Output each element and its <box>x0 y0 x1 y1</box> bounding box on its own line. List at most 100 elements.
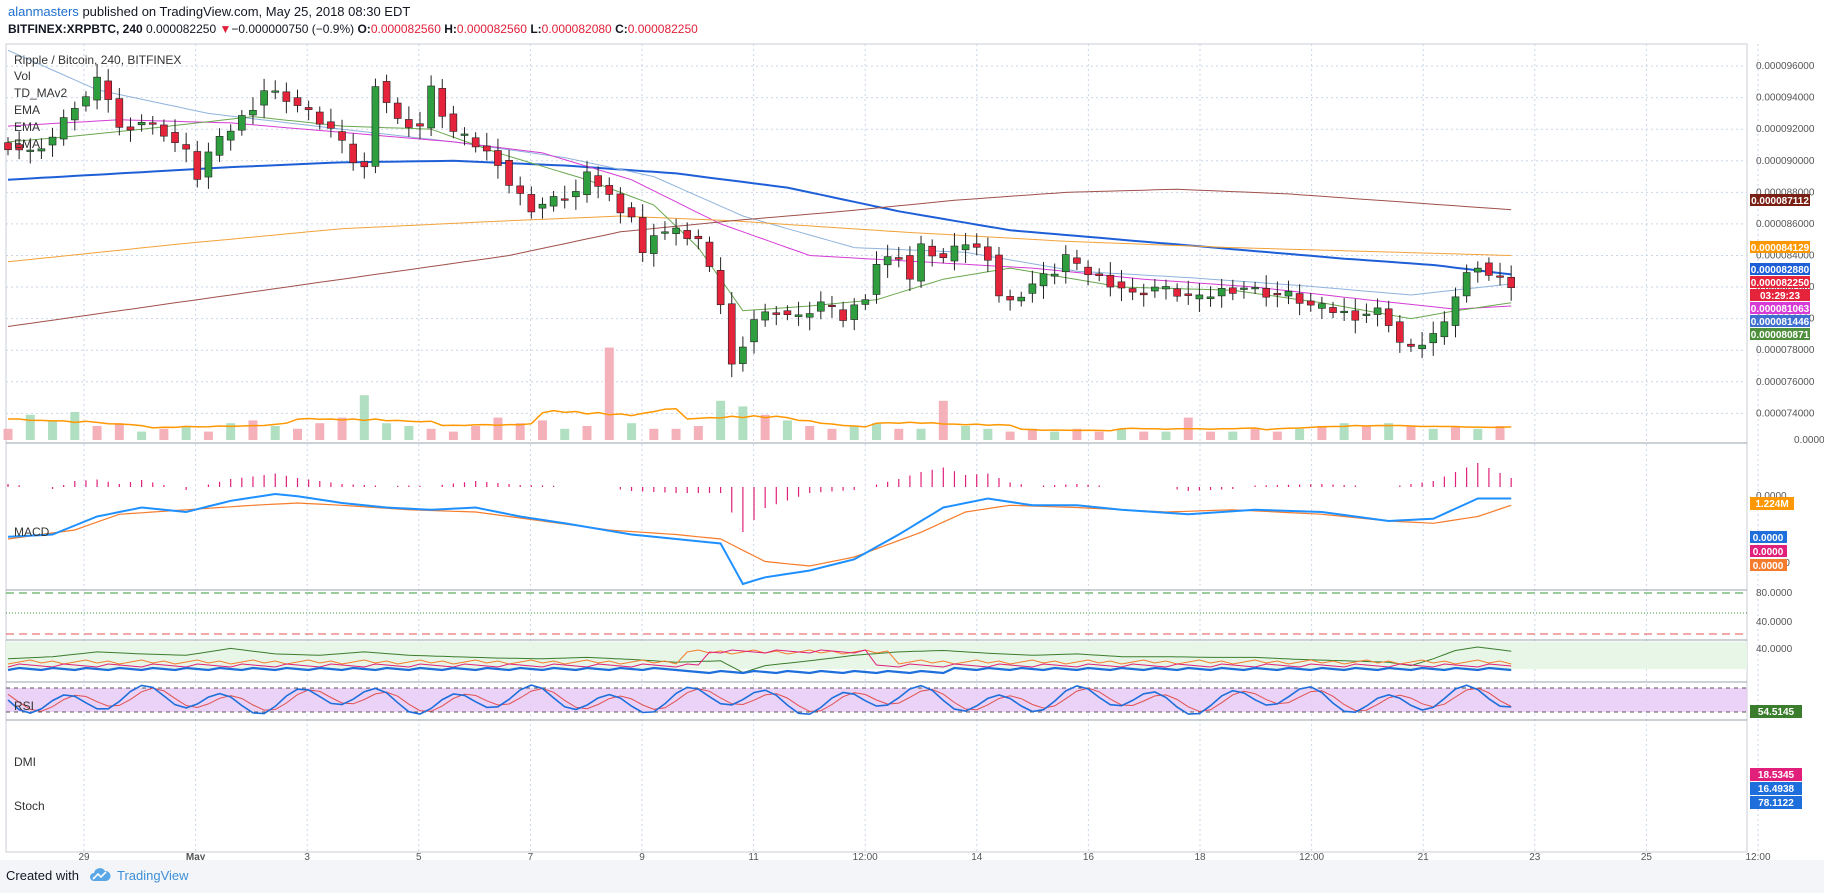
candle-body <box>716 270 725 306</box>
volume-bar <box>1206 431 1216 440</box>
price-tick-label: 0.000092000 <box>1756 124 1815 135</box>
volume-bar <box>983 428 993 440</box>
volume-bar <box>515 423 525 440</box>
candle-body <box>82 96 90 107</box>
candle-body <box>382 81 391 103</box>
volume-bar <box>582 426 592 440</box>
chart-canvas[interactable]: 0.0000960000.0000940000.0000920000.00009… <box>0 42 1824 860</box>
candle-body <box>750 319 758 343</box>
candle-body <box>1039 273 1048 287</box>
stoch-label: Stoch <box>14 799 45 813</box>
candle-body <box>482 145 491 152</box>
candle-body <box>672 227 680 235</box>
ema-line <box>7 49 1512 296</box>
candles <box>4 64 1515 378</box>
candle-body <box>1396 321 1404 343</box>
candle-body <box>1184 293 1193 296</box>
volume-bar <box>471 426 481 440</box>
candle-body <box>315 111 324 125</box>
rsi-label: RSI <box>14 699 34 713</box>
rsi-tick-label: 40.0000 <box>1756 617 1793 628</box>
volume-bar <box>1295 428 1305 440</box>
open-value: 0.000082560 <box>370 22 441 36</box>
candle-body <box>393 102 402 119</box>
close-label: C: <box>615 22 628 36</box>
candle-body <box>739 346 747 364</box>
candle-body <box>950 245 959 262</box>
candle-body <box>1306 300 1315 306</box>
price-tag: 0.000081446 <box>1751 317 1810 328</box>
candle-body <box>560 198 569 201</box>
candle-body <box>527 194 536 213</box>
price-tag: 0.000082880 <box>1751 265 1810 276</box>
candle-body <box>282 91 291 102</box>
price-tag-bg <box>1750 194 1810 206</box>
candle-body <box>627 207 636 218</box>
close-value: 0.000082250 <box>627 22 698 36</box>
candle-body <box>1273 293 1282 296</box>
candle-body <box>828 304 836 308</box>
price-change: −0.000000750 (−0.9%) <box>231 22 355 36</box>
candle-body <box>1050 273 1059 277</box>
candle-body <box>15 144 23 151</box>
candle-body <box>238 115 246 131</box>
volume-ma-line <box>8 408 1512 432</box>
candle-body <box>1384 308 1393 326</box>
rsi-tick-label: 80.0000 <box>1756 588 1793 599</box>
volume-bar <box>1473 428 1483 440</box>
volume-bar <box>382 423 392 440</box>
volume-bar <box>159 428 169 440</box>
candle-body <box>59 117 68 140</box>
volume-bar <box>604 347 614 440</box>
volume-bar <box>1005 431 1015 440</box>
low-value: 0.000082080 <box>541 22 612 36</box>
macd-tag-bg <box>1750 531 1787 543</box>
candle-body <box>1262 288 1271 298</box>
candle-body <box>1295 293 1304 304</box>
macd-hist-tag: 0.0000 <box>1753 547 1784 558</box>
candle-body <box>1217 288 1226 297</box>
ema-lines <box>7 49 1512 327</box>
candle-body <box>1106 274 1115 288</box>
volume-bar <box>270 426 280 440</box>
macd-hist-tag-bg <box>1750 545 1787 557</box>
volume-bar <box>649 428 659 440</box>
stoch-d-line <box>7 687 1512 712</box>
high-label: H: <box>444 22 457 36</box>
candle-body <box>360 161 369 168</box>
candle-body <box>104 80 113 100</box>
candle-body <box>1117 281 1126 289</box>
candle-body <box>661 231 669 234</box>
dmi-tag-bg <box>1750 768 1802 781</box>
stoch-tag: 78.1122 <box>1758 798 1794 809</box>
candle-body <box>416 123 424 127</box>
candle-body <box>1061 254 1070 273</box>
candle-body <box>327 121 335 129</box>
dmi-tick-label: 40.0000 <box>1756 644 1793 655</box>
tradingview-link[interactable]: TradingView <box>117 868 189 883</box>
price-tag-bg <box>1750 302 1810 314</box>
chart-area[interactable]: 0.000096000 0.000094000 0.000092000 0.00009… <box>0 42 1824 860</box>
candle-body <box>1284 290 1293 297</box>
candle-body <box>182 144 190 150</box>
candle-body <box>405 119 413 128</box>
volume-bar <box>248 420 258 440</box>
candle-body <box>438 88 447 117</box>
volume-bar <box>805 426 815 440</box>
author-link[interactable]: alanmasters <box>8 4 79 19</box>
publish-info: alanmasters published on TradingView.com… <box>8 4 410 19</box>
candle-body <box>984 246 992 261</box>
price-tick-label: 0.000074000 <box>1756 408 1815 419</box>
volume-bar <box>1139 431 1149 440</box>
volume-bar <box>738 406 748 440</box>
volume-bar <box>137 431 147 440</box>
time-tick-label: 5 <box>416 852 422 860</box>
volume-tag-bg <box>1750 497 1794 510</box>
candle-body <box>861 299 870 305</box>
candle-body <box>516 185 524 194</box>
volume-bar <box>716 400 726 440</box>
dmi-tag-2: 16.4938 <box>1758 784 1795 795</box>
ema-line <box>7 159 1512 276</box>
volume-bar <box>1495 426 1505 440</box>
volume-bar <box>448 431 458 440</box>
